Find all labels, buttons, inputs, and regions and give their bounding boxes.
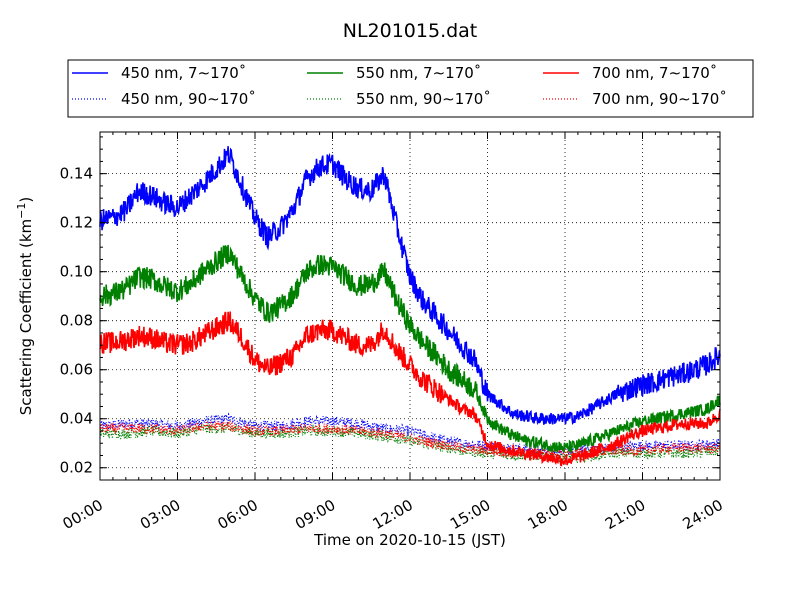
series-line <box>99 412 721 458</box>
y-tick-label: 0.08 <box>60 312 93 330</box>
y-tick-label: 0.12 <box>60 214 93 232</box>
legend-label: 700 nm, 7∼170˚ <box>592 64 717 82</box>
legend-label: 450 nm, 7∼170˚ <box>121 64 246 82</box>
y-axis-label-exponent: −1 <box>15 203 28 219</box>
legend-frame <box>67 59 754 118</box>
y-tick-label: 0.14 <box>60 165 93 183</box>
legend-label: 450 nm, 90∼170˚ <box>121 90 256 108</box>
y-tick-label: 0.04 <box>60 410 93 428</box>
series-line <box>99 421 721 464</box>
y-tick-label: 0.10 <box>60 263 93 281</box>
series-line <box>99 146 721 426</box>
legend-label: 550 nm, 7∼170˚ <box>356 64 481 82</box>
series-line <box>99 244 721 454</box>
y-axis-label: Scattering Coefficient (km−1) <box>15 197 35 416</box>
x-axis-label: Time on 2020-10-15 (JST) <box>313 531 506 549</box>
y-axis-label-close: ) <box>17 197 35 203</box>
series-layer <box>99 146 721 467</box>
legend-label: 550 nm, 90∼170˚ <box>356 90 491 108</box>
y-tick-label: 0.02 <box>60 459 93 477</box>
legend-label: 700 nm, 90∼170˚ <box>592 90 727 108</box>
y-axis-ticks: 0.02 0.04 0.06 0.08 0.10 0.12 0.14 <box>60 165 720 477</box>
y-tick-label: 0.06 <box>60 361 93 379</box>
y-axis-label-main: Scattering Coefficient (km <box>17 219 35 415</box>
plot-area <box>100 132 720 480</box>
plot-frame <box>99 131 721 481</box>
series-line <box>99 311 721 467</box>
series-line <box>99 419 721 460</box>
chart-title: NL201015.dat <box>343 20 478 42</box>
grid-lines <box>100 132 720 480</box>
legend: 450 nm, 7∼170˚ 550 nm, 7∼170˚ 700 nm, 7∼17… <box>67 59 754 118</box>
